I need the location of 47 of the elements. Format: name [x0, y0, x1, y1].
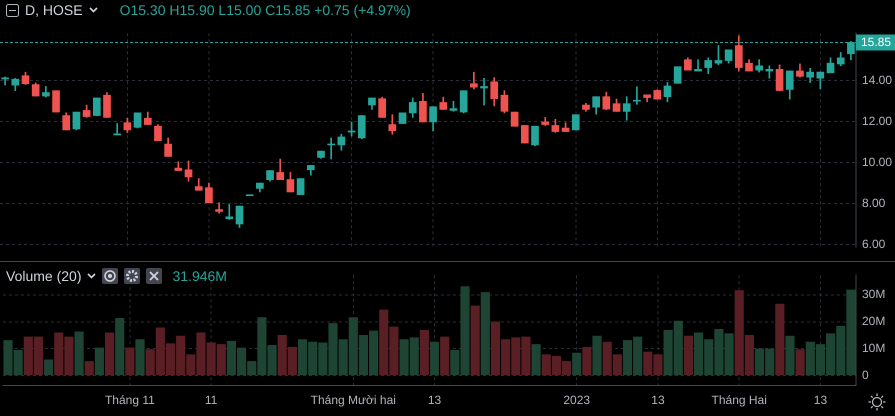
bar	[480, 292, 490, 376]
y-tick-label: 6.00	[862, 237, 886, 252]
x-tick-label: 13	[651, 393, 665, 408]
y-tick-label: 14.00	[862, 72, 892, 87]
bar	[440, 336, 450, 376]
chart-title: D, HOSE	[25, 2, 83, 18]
bar	[796, 349, 805, 376]
y-tick-label: 12.00	[862, 114, 892, 128]
x-tick-label: Tháng Mười hai	[310, 393, 396, 408]
bar	[420, 330, 429, 376]
ref-line-label: 15.85	[861, 34, 892, 49]
candlestick	[348, 122, 356, 136]
bar	[430, 342, 440, 376]
y-tick-label: 8.00	[862, 196, 886, 210]
x-tick-label: Tháng Hai	[712, 393, 767, 408]
bar	[84, 361, 94, 376]
candlestick	[694, 59, 702, 72]
candlestick	[714, 45, 722, 66]
x-tick-label: 2023	[563, 393, 590, 408]
x-tick-label: 11	[204, 393, 218, 408]
bar	[94, 348, 104, 376]
chart-subtitle: O15.30 H15.90 L15.00 C15.85 +0.75 (+4.97%)	[120, 2, 411, 18]
bar	[532, 344, 541, 376]
bar	[582, 346, 592, 376]
x-tick-label: Tháng 11	[104, 393, 156, 408]
bar	[125, 348, 134, 376]
bar	[44, 359, 54, 376]
y-tick-label: 20M	[862, 314, 886, 328]
candlestick	[480, 78, 488, 106]
bar	[592, 336, 602, 376]
bar	[684, 336, 693, 376]
bar	[74, 331, 84, 376]
bar	[572, 352, 582, 376]
bar	[785, 336, 795, 376]
bar	[470, 306, 480, 376]
x-tick-label: 13	[814, 393, 828, 408]
y-tick-label: 10.00	[862, 154, 892, 169]
bar	[135, 339, 145, 376]
y-tick-label: 0	[862, 368, 869, 382]
annotation: 31.946M	[172, 268, 227, 284]
bar	[775, 304, 784, 376]
bar	[104, 332, 114, 376]
y-tick-label: 30M	[862, 287, 886, 302]
bar	[115, 318, 124, 376]
y-tick-label: 10M	[862, 341, 886, 356]
x-tick-label: 13	[428, 393, 442, 408]
chart-title: Volume (20)	[6, 268, 82, 284]
